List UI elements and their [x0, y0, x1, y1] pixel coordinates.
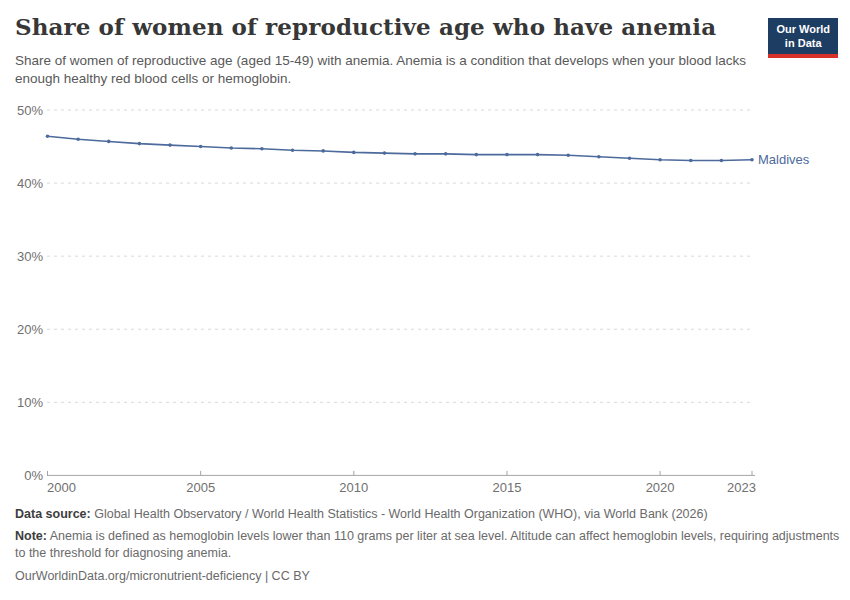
data-point	[168, 143, 172, 147]
data-point	[413, 152, 417, 156]
data-point	[352, 151, 356, 155]
x-tick-label: 2005	[186, 480, 215, 495]
data-point	[689, 159, 693, 163]
data-point	[138, 142, 142, 146]
data-source-line: Data source: Global Health Observatory /…	[15, 506, 843, 522]
data-point	[107, 140, 111, 144]
citation-line: OurWorldinData.org/micronutrient-deficie…	[15, 568, 843, 584]
data-point	[229, 146, 233, 150]
data-point	[321, 149, 325, 153]
y-tick-label: 50%	[17, 103, 43, 118]
citation-license: | CC BY	[261, 569, 309, 583]
y-tick-label: 20%	[17, 322, 43, 337]
data-point	[505, 153, 509, 157]
x-tick-label: 2000	[47, 480, 76, 495]
data-point	[291, 148, 295, 152]
data-point	[628, 156, 632, 160]
data-source-label: Data source:	[15, 507, 91, 521]
series-end-label: Maldives	[758, 152, 810, 167]
y-tick-label: 30%	[17, 249, 43, 264]
y-tick-label: 40%	[17, 176, 43, 191]
data-point	[750, 158, 754, 162]
x-tick-label: 2015	[492, 480, 521, 495]
x-tick-label: 2023	[727, 480, 756, 495]
data-source-text: Global Health Observatory / World Health…	[94, 507, 707, 521]
data-point	[566, 154, 570, 158]
citation-url[interactable]: OurWorldinData.org/micronutrient-deficie…	[15, 569, 261, 583]
data-point	[199, 145, 203, 149]
note-line: Note: Anemia is defined as hemoglobin le…	[15, 528, 843, 561]
data-point	[658, 158, 662, 162]
x-tick-label: 2010	[339, 480, 368, 495]
owid-logo-line1: Our World	[776, 22, 830, 36]
series-line	[48, 136, 753, 160]
owid-logo[interactable]: Our World in Data	[768, 18, 838, 58]
data-point	[444, 152, 448, 156]
y-tick-label: 10%	[17, 395, 43, 410]
note-text: Anemia is defined as hemoglobin levels l…	[15, 529, 839, 559]
owid-chart-page: Share of women of reproductive age who h…	[0, 0, 850, 600]
line-chart[interactable]: 0% 10% 20% 30% 40% 50% 2000 2005 2010 2015 2020 202…	[0, 90, 850, 505]
data-point	[260, 147, 264, 151]
chart-footer: Data source: Global Health Observatory /…	[15, 506, 843, 590]
y-tick-label: 0%	[24, 468, 43, 483]
chart-subtitle: Share of women of reproductive age (aged…	[15, 52, 747, 88]
data-point	[597, 155, 601, 159]
data-point	[536, 153, 540, 157]
data-point	[383, 151, 387, 155]
page-title: Share of women of reproductive age who h…	[15, 13, 716, 40]
owid-logo-line2: in Data	[776, 36, 830, 50]
data-point	[76, 137, 80, 141]
data-point	[720, 159, 724, 163]
x-tick-label: 2020	[646, 480, 675, 495]
note-label: Note:	[15, 529, 47, 543]
data-point	[46, 135, 50, 139]
data-point	[475, 153, 479, 157]
